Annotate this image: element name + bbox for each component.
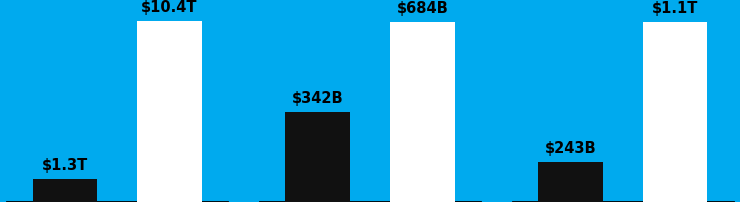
Text: $684B: $684B [397, 1, 448, 16]
Bar [137, 21, 202, 202]
Text: $10.4T: $10.4T [141, 0, 198, 15]
Bar [390, 22, 455, 202]
Text: $1.1T: $1.1T [652, 1, 699, 16]
Text: $243B: $243B [545, 141, 596, 156]
Bar [642, 22, 707, 202]
Text: $342B: $342B [292, 91, 343, 106]
Bar [538, 162, 603, 202]
Text: $1.3T: $1.3T [42, 158, 88, 173]
Bar [285, 112, 350, 202]
Bar [33, 179, 98, 202]
